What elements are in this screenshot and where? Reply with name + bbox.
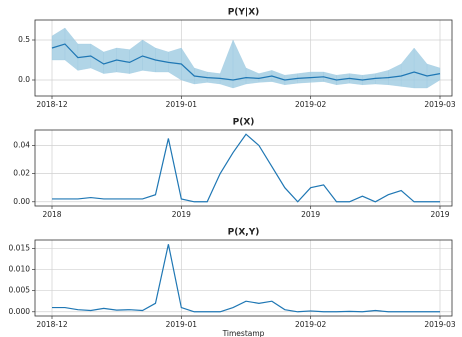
confidence-band: [232, 39, 247, 89]
x-tick-label: 2019: [430, 210, 449, 219]
data-line: [51, 43, 441, 81]
data-line: [52, 133, 440, 203]
y-tick-label: 0.005: [9, 286, 31, 295]
y-tick-label: 0.015: [9, 243, 31, 252]
axes-frame: [34, 129, 453, 207]
x-tick-label: 2018-12: [36, 320, 68, 329]
x-tick-label: 2019: [301, 210, 320, 219]
subplot-title: P(X,Y): [228, 228, 260, 238]
x-tick-label: 2018: [42, 210, 61, 219]
confidence-band: [426, 63, 441, 89]
y-tick-label: 0.04: [13, 140, 30, 149]
y-tick-label: 0.5: [18, 35, 30, 44]
data-line: [52, 244, 440, 313]
x-tick-label: 2019-03: [424, 100, 456, 109]
confidence-band: [413, 47, 428, 89]
subplot-title: P(X): [233, 118, 255, 128]
confidence-band: [90, 43, 104, 74]
confidence-band: [219, 39, 234, 89]
confidence-band: [401, 47, 415, 89]
x-tick-label: 2019: [172, 210, 191, 219]
y-tick-label: 0.010: [9, 265, 31, 274]
confidence-band: [388, 63, 402, 87]
confidence-band: [245, 67, 260, 85]
x-tick-label: 2019-03: [424, 320, 456, 329]
y-tick-label: 0.000: [9, 307, 31, 316]
x-tick-label: 2019-02: [295, 320, 327, 329]
y-tick-label: 0.0: [18, 75, 30, 84]
x-tick-label: 2019-01: [166, 100, 198, 109]
x-tick-label: 2019-01: [166, 320, 198, 329]
x-tick-label: 2019-02: [295, 100, 327, 109]
confidence-band: [64, 27, 79, 71]
x-tick-label: 2018-12: [36, 100, 68, 109]
axes-frame: [34, 19, 453, 97]
x-axis-label: Timestamp: [222, 329, 265, 337]
y-tick-label: 0.00: [13, 197, 30, 206]
y-tick-label: 0.02: [13, 169, 30, 178]
subplot-title: P(Y|X): [228, 8, 260, 18]
axes-frame: [34, 239, 453, 317]
